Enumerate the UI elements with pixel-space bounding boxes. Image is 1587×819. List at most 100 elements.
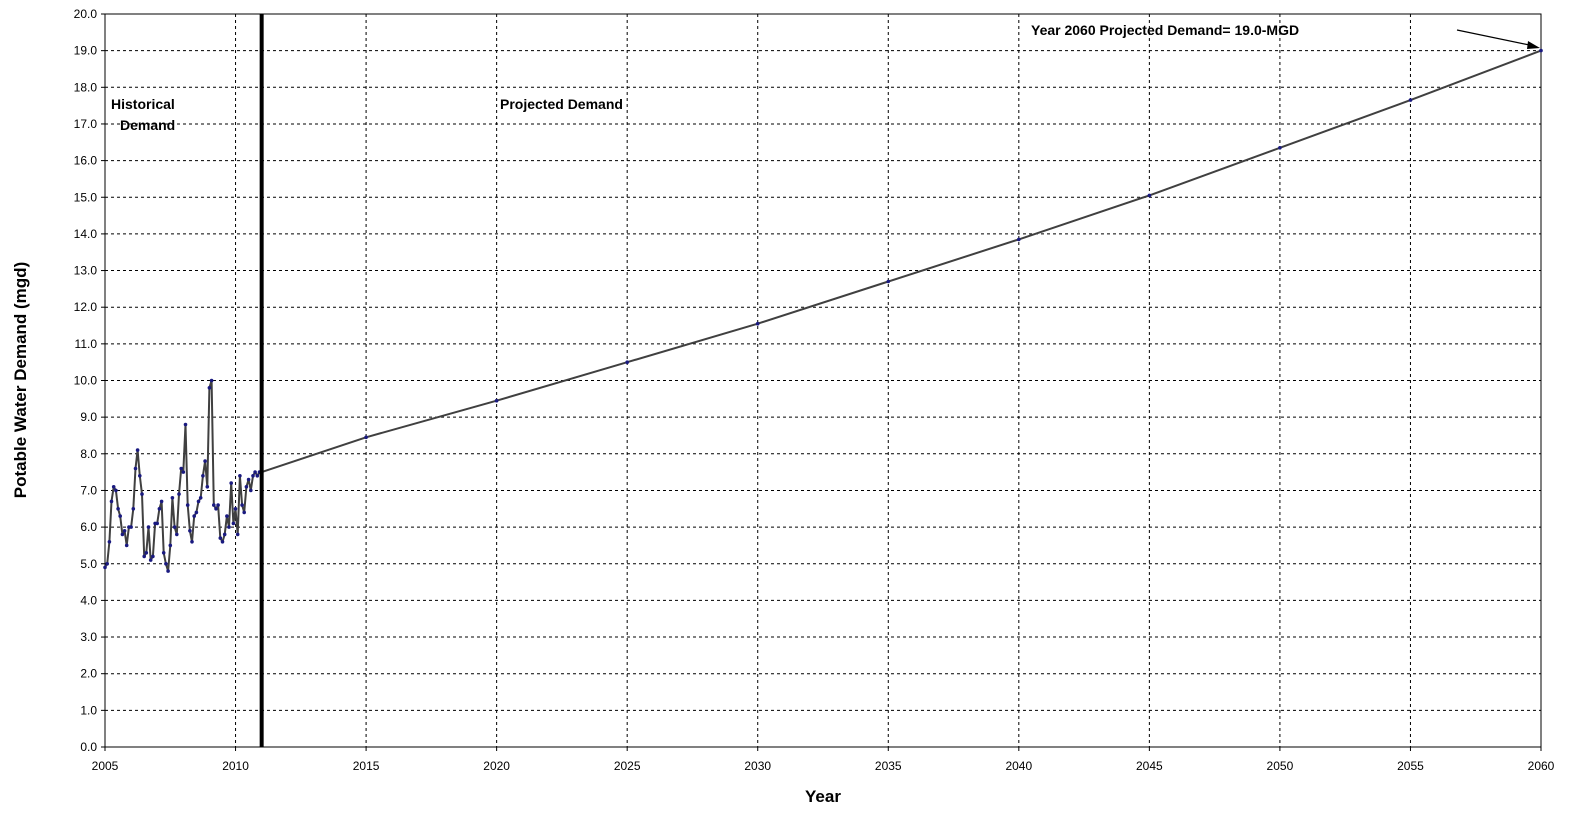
historical-data-point <box>116 507 120 511</box>
projected-data-point <box>1017 237 1021 242</box>
y-tick-label: 20.0 <box>74 7 98 21</box>
projected-data-point <box>1539 48 1543 53</box>
annotation-historical-line2: Demand <box>120 117 175 133</box>
y-tick-label: 7.0 <box>80 483 97 497</box>
historical-data-point <box>146 525 151 529</box>
projected-data-point <box>625 360 629 365</box>
historical-data-point <box>183 422 188 427</box>
historical-data-point <box>148 558 153 562</box>
historical-data-point <box>135 448 140 452</box>
x-tick-label: 2025 <box>614 759 641 773</box>
projected-data-point <box>755 321 760 326</box>
historical-data-point <box>133 466 138 471</box>
historical-data-point <box>185 503 190 507</box>
x-tick-label: 2030 <box>744 759 771 773</box>
historical-data-point <box>172 525 177 529</box>
y-tick-label: 12.0 <box>74 300 98 314</box>
historical-data-point <box>253 470 257 474</box>
annotation-2060-callout: Year 2060 Projected Demand= 19.0-MGD <box>1031 22 1299 38</box>
y-tick-label: 4.0 <box>80 593 97 607</box>
y-tick-label: 19.0 <box>74 44 98 58</box>
historical-data-point <box>251 474 255 478</box>
y-tick-label: 1.0 <box>80 703 97 717</box>
historical-data-point <box>179 466 183 471</box>
historical-data-point <box>192 514 196 518</box>
historical-data-point <box>207 386 212 390</box>
x-tick-label: 2015 <box>353 759 380 773</box>
y-tick-label: 2.0 <box>80 667 97 681</box>
y-tick-label: 14.0 <box>74 227 98 241</box>
x-tick-label: 2050 <box>1267 759 1294 773</box>
historical-data-point <box>114 488 118 493</box>
historical-data-point <box>255 474 260 478</box>
y-tick-label: 9.0 <box>80 410 97 424</box>
projected-data-point <box>364 435 368 440</box>
x-tick-label: 2010 <box>222 759 249 773</box>
historical-data-point <box>196 499 201 504</box>
historical-data-point <box>246 477 251 482</box>
historical-data-point <box>244 485 249 489</box>
historical-data-point <box>235 532 240 537</box>
annotation-historical-line1: Historical <box>111 96 175 112</box>
historical-data-point <box>227 525 231 529</box>
historical-data-point <box>170 496 175 500</box>
projected-data-point <box>886 279 891 284</box>
historical-data-point <box>118 514 122 518</box>
x-tick-labels: 2005 2010 2015 2020 2025 2030 2035 2040 2045 2050… <box>92 759 1555 773</box>
historical-data-point <box>166 569 170 573</box>
historical-data-point <box>229 481 233 485</box>
projected-data-point <box>494 398 499 403</box>
historical-data-point <box>105 562 109 566</box>
y-tick-label: 18.0 <box>74 80 98 94</box>
gridlines <box>101 13 1542 751</box>
historical-data-point <box>129 525 133 529</box>
historical-data-point <box>231 521 236 526</box>
historical-data-point <box>233 507 238 511</box>
historical-data-point <box>124 543 129 548</box>
x-tick-label: 2020 <box>483 759 510 773</box>
historical-data-point <box>205 485 210 489</box>
historical-data-point <box>138 474 142 478</box>
x-tick-label: 2005 <box>92 759 119 773</box>
y-tick-label: 10.0 <box>74 374 98 388</box>
historical-data-point <box>214 507 218 511</box>
historical-data-point <box>218 536 223 540</box>
historical-data-point <box>164 562 168 566</box>
historical-data-point <box>103 565 107 570</box>
x-tick-label: 2060 <box>1528 759 1555 773</box>
y-tick-label: 17.0 <box>74 117 98 131</box>
historical-data-point <box>181 470 186 474</box>
historical-data-point <box>159 499 164 504</box>
x-tick-label: 2055 <box>1397 759 1424 773</box>
series <box>103 48 1543 573</box>
historical-data-point <box>249 488 253 493</box>
historical-data-point <box>168 543 173 548</box>
y-tick-label: 6.0 <box>80 520 97 534</box>
y-axis-title: Potable Water Demand (mgd) <box>11 262 30 498</box>
historical-data-point <box>107 540 112 544</box>
historical-data-point <box>216 503 220 507</box>
historical-data-point <box>122 529 127 533</box>
y-tick-label: 8.0 <box>80 447 97 461</box>
historical-data-point <box>131 507 136 511</box>
projected-data-point <box>1278 146 1282 150</box>
historical-data-point <box>140 492 144 496</box>
y-tick-label: 0.0 <box>80 740 97 754</box>
y-tick-label: 5.0 <box>80 557 97 571</box>
historical-data-point <box>225 514 229 518</box>
x-tick-label: 2045 <box>1136 759 1163 773</box>
y-tick-label: 11.0 <box>75 337 98 351</box>
x-axis-title: Year <box>805 787 841 806</box>
historical-data-point <box>142 554 146 559</box>
x-tick-label: 2035 <box>875 759 902 773</box>
historical-data-point <box>220 540 225 544</box>
historical-data-point <box>242 510 246 515</box>
historical-data-point <box>209 378 214 383</box>
callout-arrow <box>1456 29 1540 49</box>
historical-data-point <box>155 521 159 526</box>
historical-data-point <box>109 499 114 504</box>
historical-data-point <box>190 540 194 544</box>
projected-data-point <box>1147 193 1152 198</box>
historical-data-point <box>222 532 227 537</box>
historical-data-point <box>201 474 205 478</box>
